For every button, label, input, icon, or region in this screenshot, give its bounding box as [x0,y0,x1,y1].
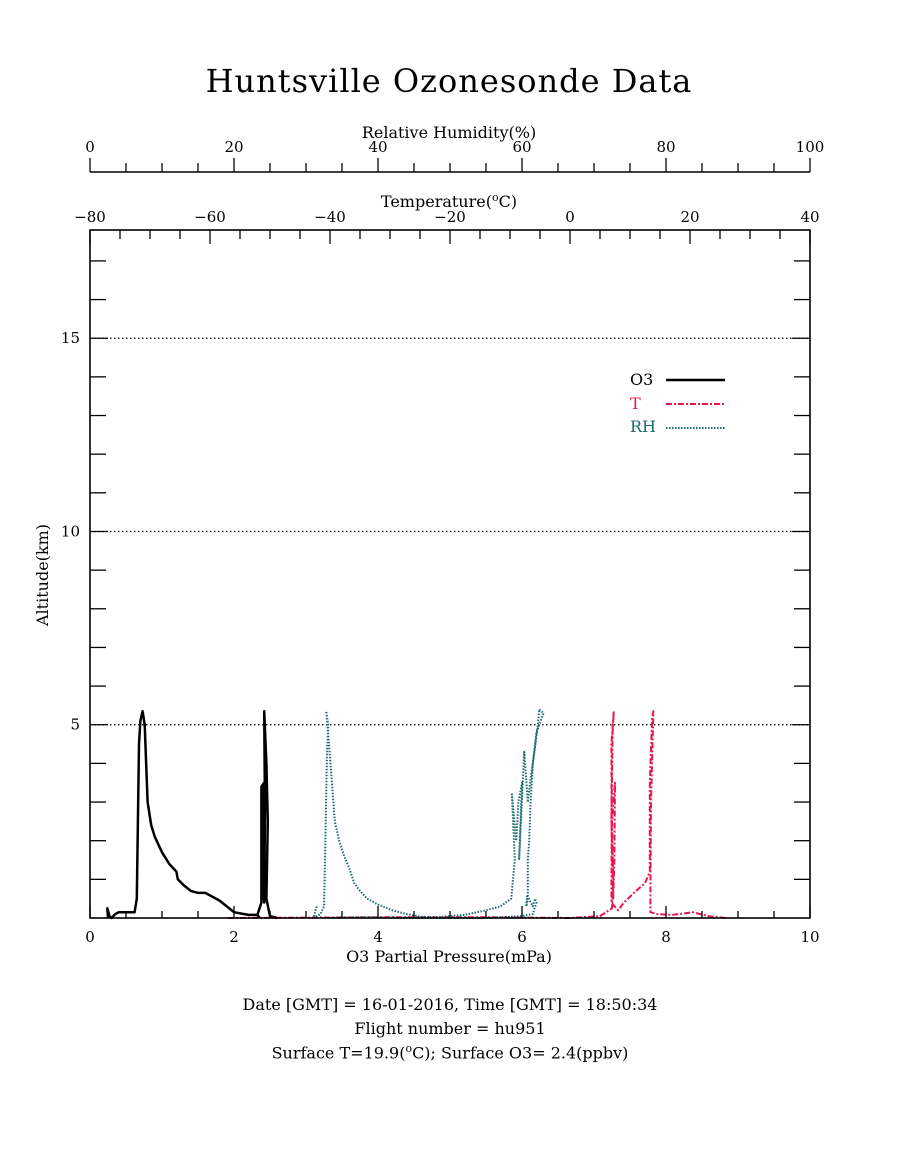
o3-tick-label: 6 [517,928,527,946]
temperature-tick-label: 40 [800,208,819,226]
rh-tick-label: 20 [224,138,243,156]
legend-label-rh: RH [630,417,656,436]
legend: O3 T RH [630,370,725,436]
series-line-rh [312,708,545,919]
series-line-o3 [106,709,261,920]
rh-axis: 0 20 40 60 80 100 [85,138,825,173]
series-line-o3 [255,709,278,920]
altitude-tick-label: 15 [61,329,80,347]
footer-date-time: Date [GMT] = 16-01-2016, Time [GMT] = 18… [242,995,658,1014]
temperature-tick-label: −20 [434,208,466,226]
o3-tick-label: 4 [373,928,383,946]
rh-axis-label: Relative Humidity(%) [362,123,536,142]
altitude-tick-label: 5 [70,716,80,734]
series-line-t [227,710,727,919]
plot-area: 0 2 4 6 8 10 5 10 15 [61,229,820,946]
o3-axis-label: O3 Partial Pressure(mPa) [346,947,552,966]
temperature-tick-label: −40 [314,208,346,226]
temperature-axis: −80 −60 −40 −20 0 20 40 [74,208,820,244]
temperature-tick-label: −80 [74,208,106,226]
temperature-tick-label: 0 [565,208,575,226]
footer-flight-number: Flight number = hu951 [354,1019,546,1038]
legend-label-o3: O3 [630,370,653,389]
rh-tick-label: 100 [796,138,825,156]
footer-surface-values: Surface T=19.9(oC); Surface O3= 2.4(ppbv… [271,1042,629,1063]
altitude-axis-label: Altitude(km) [33,524,52,627]
rh-tick-label: 0 [85,138,95,156]
altitude-tick-label: 10 [61,522,80,540]
temperature-tick-label: 20 [680,208,699,226]
chart-title: Huntsville Ozonesonde Data [206,62,693,100]
rh-tick-label: 40 [368,138,387,156]
temperature-axis-label: Temperature(oC) [381,191,517,211]
o3-tick-label: 10 [800,928,819,946]
temperature-tick-label: −60 [194,208,226,226]
rh-tick-label: 80 [656,138,675,156]
rh-tick-label: 60 [512,138,531,156]
o3-tick-label: 2 [229,928,239,946]
o3-tick-label: 8 [661,928,671,946]
legend-label-t: T [630,394,641,413]
plot-frame [89,229,811,919]
o3-tick-label: 0 [85,928,95,946]
